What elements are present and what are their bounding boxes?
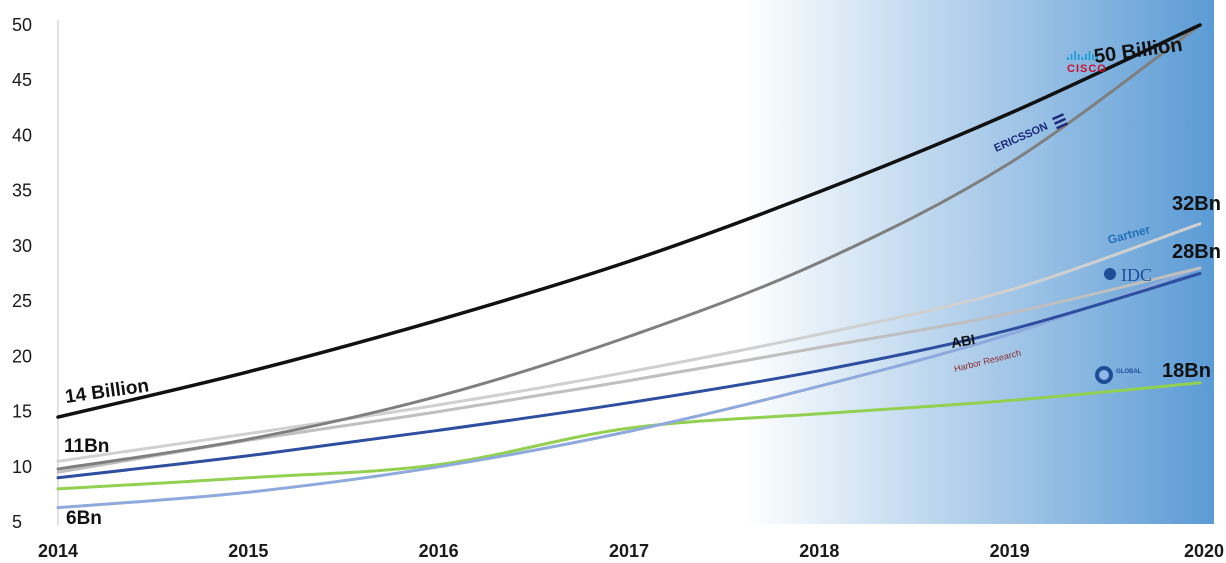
- cisco-logo-bar: [1067, 57, 1069, 60]
- x-tick-label: 2016: [419, 541, 459, 561]
- idc-label: IDC: [1121, 265, 1152, 285]
- y-tick-label: 30: [12, 236, 32, 256]
- cisco-logo-bar: [1092, 54, 1094, 60]
- cisco-logo-bar: [1088, 51, 1091, 60]
- x-tick-label: 2014: [38, 541, 78, 561]
- cisco-logo-bar: [1077, 54, 1080, 60]
- cisco-logo-bar: [1070, 54, 1073, 60]
- y-tick-label: 25: [12, 291, 32, 311]
- series-line-cisco: [56, 23, 1202, 419]
- y-tick-label: 40: [12, 125, 32, 145]
- x-tick-label: 2019: [990, 541, 1030, 561]
- x-tick-label: 2015: [228, 541, 268, 561]
- annotation-11bn: 11Bn: [64, 436, 109, 457]
- y-tick-label: 45: [12, 70, 32, 90]
- annotation-18bn: 18Bn: [1162, 360, 1211, 382]
- cisco-logo-icon: [1067, 51, 1098, 60]
- y-tick-label: 50: [12, 15, 32, 35]
- cisco-logo-bar: [1074, 51, 1076, 60]
- y-tick-label: 10: [12, 457, 32, 477]
- cisco-logo-bar: [1095, 57, 1098, 60]
- x-tick-label: 2020: [1184, 541, 1224, 561]
- annotation-32bn: 32Bn: [1172, 193, 1221, 215]
- y-tick-label: 35: [12, 181, 32, 201]
- x-tick-label: 2018: [799, 541, 839, 561]
- y-tick-label: 20: [12, 346, 32, 366]
- y-axis-ticks: 5 10 15 20 25 30 35 40 45 50: [12, 15, 32, 532]
- global-label: GLOBAL: [1116, 369, 1142, 375]
- x-axis-ticks: 2014 2015 2016 2017 2018 2019 2020: [38, 541, 1224, 561]
- cisco-logo-bar: [1081, 57, 1084, 60]
- cisco-logo-bar: [1085, 54, 1087, 60]
- y-tick-label: 15: [12, 402, 32, 422]
- series-line-harbor: [56, 266, 1202, 510]
- annotation-28bn: 28Bn: [1172, 241, 1221, 263]
- series-line-abi: [56, 272, 1202, 480]
- abi-label: ABI: [950, 331, 977, 351]
- annotation-6bn: 6Bn: [66, 508, 102, 529]
- cisco-label: CISCO: [1067, 63, 1107, 75]
- global-logo-icon: [1095, 366, 1113, 384]
- y-tick-label: 5: [12, 512, 22, 532]
- gradient-background: [743, 0, 1214, 524]
- series-line-gartner: [56, 222, 1202, 463]
- series-group: [56, 23, 1202, 510]
- series-line-global: [56, 381, 1202, 491]
- ericsson-logo-icon: [1052, 113, 1069, 130]
- annotation-14-billion: 14 Billion: [64, 375, 151, 408]
- series-line-ericsson: [56, 23, 1202, 471]
- idc-logo-icon: [1104, 268, 1116, 280]
- x-tick-label: 2017: [609, 541, 649, 561]
